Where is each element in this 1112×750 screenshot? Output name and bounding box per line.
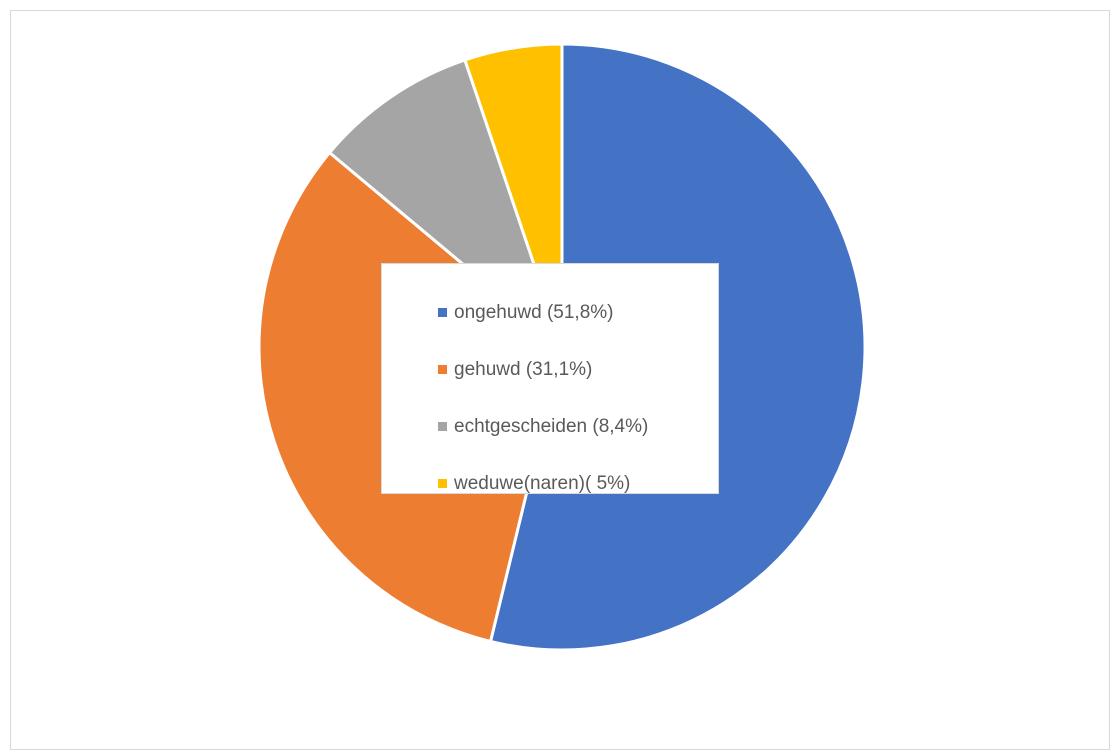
legend-item-weduwe: weduwe(naren)( 5%) [382,455,718,512]
legend: ongehuwd (51,8%) gehuwd (31,1%) echtgesc… [381,263,719,494]
legend-label-echtgescheiden: echtgescheiden (8,4%) [454,415,649,437]
legend-item-ongehuwd: ongehuwd (51,8%) [382,284,718,341]
legend-label-weduwe: weduwe(naren)( 5%) [454,472,631,494]
legend-label-ongehuwd: ongehuwd (51,8%) [454,301,614,323]
legend-swatch-gehuwd [438,365,447,374]
legend-item-gehuwd: gehuwd (31,1%) [382,341,718,398]
legend-swatch-ongehuwd [438,308,447,317]
legend-swatch-echtgescheiden [438,422,447,431]
legend-swatch-weduwe [438,479,447,488]
legend-item-echtgescheiden: echtgescheiden (8,4%) [382,398,718,455]
legend-label-gehuwd: gehuwd (31,1%) [454,358,593,380]
